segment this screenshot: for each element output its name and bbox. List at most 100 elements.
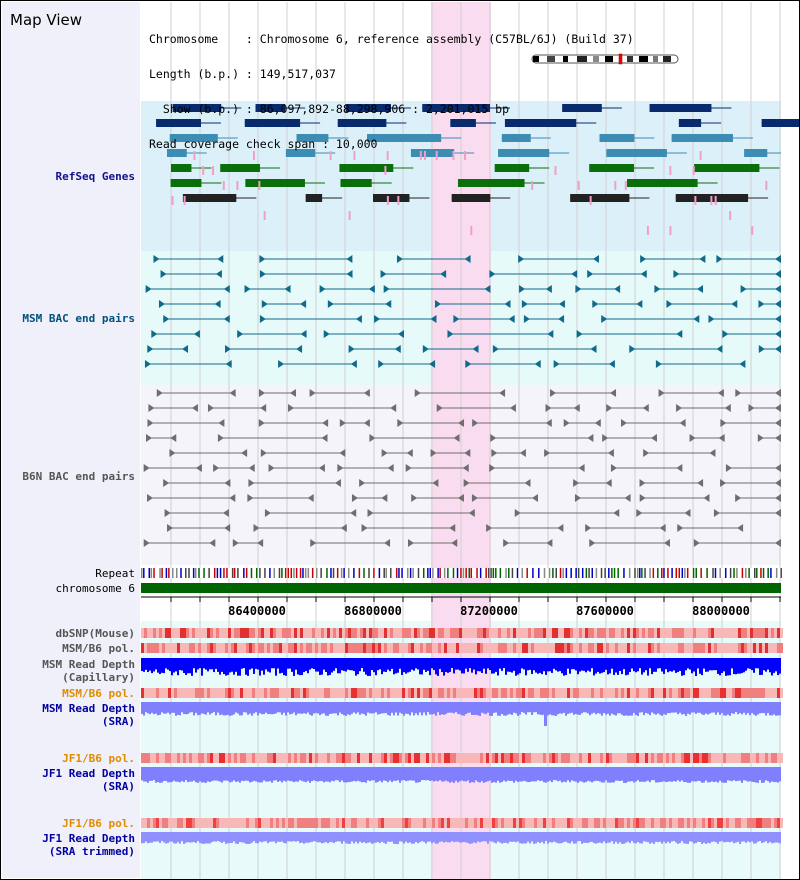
repeat-element — [495, 568, 497, 578]
b6n-bac-pair-end — [720, 479, 727, 487]
jf1-pol-cell — [171, 753, 174, 763]
msm-pol-cell — [450, 643, 453, 653]
msm-sra-depth-bar — [205, 702, 207, 715]
jf1-pol-cell — [666, 753, 669, 763]
msm-pol-cell — [339, 643, 342, 653]
chromosome-ideogram[interactable] — [529, 53, 683, 65]
b6n-bac-pair-end — [718, 434, 725, 442]
b6n-bac-pair-end — [775, 404, 781, 412]
repeat-element — [148, 568, 151, 578]
msm-capillary-depth-bar — [323, 658, 325, 670]
b6n-bac-pair-end — [432, 479, 439, 487]
b6n-bac-pair-end — [209, 539, 216, 547]
jf1-pol2-cell — [231, 818, 234, 828]
dbsnp-cell — [456, 628, 459, 638]
msm-pol-cell — [741, 643, 744, 653]
msm-capillary-depth-bar — [171, 658, 173, 676]
msm-pol2-cell — [315, 688, 318, 698]
jf1-trim-depth-bar — [683, 832, 685, 844]
jf1-pol-cell — [273, 753, 276, 763]
jf1-pol2-cell — [648, 818, 651, 828]
repeat-element — [548, 568, 551, 578]
jf1-trim-depth-bar — [145, 832, 147, 842]
repeat-element — [719, 568, 721, 578]
repeat-element — [256, 568, 258, 578]
jf1-trim-depth-bar — [213, 832, 215, 842]
jf1-pol-cell — [246, 753, 249, 763]
jf1-pol2-cell — [504, 818, 507, 828]
jf1-pol-cell — [603, 753, 606, 763]
msm-pol2-cell — [642, 688, 645, 698]
jf1-sra-depth-bar — [463, 767, 465, 782]
jf1-pol-cell — [471, 753, 474, 763]
jf1-sra-depth-bar — [711, 767, 713, 782]
msm-capillary-depth-bar — [549, 658, 551, 672]
b6n-bac-pair-end — [337, 464, 344, 472]
msm-capillary-depth-bar — [467, 658, 469, 672]
jf1-trim-depth-bar — [233, 832, 235, 842]
msm-capillary-depth-bar — [739, 658, 741, 674]
msm-capillary-depth-bar — [255, 658, 257, 669]
msm-sra-depth-bar — [341, 702, 343, 715]
msm-capillary-depth-bar — [659, 658, 661, 669]
msm-pol2-cell — [648, 688, 651, 698]
msm-capillary-depth-bar — [205, 658, 207, 670]
msm-pol2-cell — [654, 688, 657, 698]
msm-sra-depth-bar — [439, 702, 441, 716]
dbsnp-cell — [483, 628, 486, 638]
msm-pol2-cell — [702, 688, 705, 698]
jf1-trim-depth-bar — [205, 832, 207, 844]
jf1-pol-cell — [639, 753, 642, 763]
msm-capillary-depth-bar — [647, 658, 649, 676]
dbsnp-cell — [654, 628, 657, 638]
msm-bac-pair-end — [545, 285, 552, 293]
jf1-pol2-cell — [477, 818, 480, 828]
gene-pseudo-mark — [222, 181, 225, 190]
b6n-bac-pair-end — [449, 524, 456, 532]
repeat-element — [490, 568, 492, 578]
jf1-trim-depth-bar — [267, 832, 269, 844]
jf1-trim-depth-bar — [697, 832, 699, 842]
jf1-sra-depth-bar — [477, 767, 479, 782]
jf1-sra-depth-bar — [559, 767, 561, 781]
msm-pol-cell — [675, 643, 678, 653]
jf1-pol-cell — [327, 753, 330, 763]
jf1-sra-depth-bar — [537, 767, 539, 781]
msm-pol2-cell — [408, 688, 411, 698]
jf1-sra-depth-bar — [663, 767, 665, 782]
msm-capillary-depth-bar — [597, 658, 599, 672]
msm-pol-cell — [633, 643, 636, 653]
jf1-pol2-cell — [150, 818, 153, 828]
msm-sra-depth-bar — [623, 702, 625, 716]
jf1-trim-depth-bar — [505, 832, 507, 843]
jf1-pol2-cell — [618, 818, 621, 828]
jf1-sra-depth-bar — [521, 767, 523, 782]
b6n-bac-pair-end — [775, 494, 781, 502]
msm-capillary-depth-bar — [247, 658, 249, 676]
msm-capillary-depth-bar — [621, 658, 623, 675]
jf1-pol-cell — [453, 753, 456, 763]
msm-sra-depth-bar — [769, 702, 771, 716]
jf1-pol-cell — [279, 753, 282, 763]
track-label-line: (Capillary) — [62, 671, 135, 684]
msm-pol-cell — [708, 643, 711, 653]
msm-sra-depth-bar — [369, 702, 371, 714]
jf1-trim-depth-bar — [371, 832, 373, 844]
msm-capillary-depth-bar — [187, 658, 189, 674]
msm-capillary-depth-bar — [661, 658, 663, 672]
b6n-bac-pair-end — [258, 389, 265, 397]
jf1-sra-depth-bar — [743, 767, 745, 781]
b6n-bac-pair-end — [643, 449, 650, 457]
msm-sra-depth-bar — [587, 702, 589, 714]
repeat-element — [675, 568, 678, 578]
dbsnp-cell — [372, 628, 375, 638]
jf1-trim-depth-bar — [647, 832, 649, 843]
jf1-sra-depth-bar — [141, 767, 143, 781]
jf1-sra-depth-bar — [383, 767, 385, 781]
msm-pol-cell — [414, 643, 417, 653]
msm-pol2-cell — [549, 688, 552, 698]
msm-pol2-cell — [312, 688, 315, 698]
jf1-sra-depth-bar — [199, 767, 201, 782]
msm-capillary-depth-bar — [427, 658, 429, 671]
